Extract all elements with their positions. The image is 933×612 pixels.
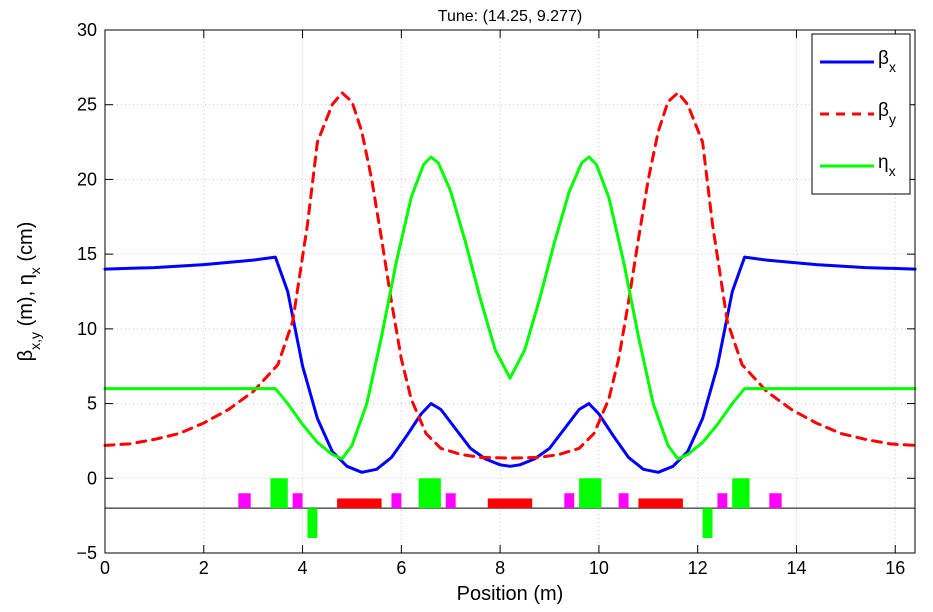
series-line-x [103, 255, 917, 474]
y-tick-label: 30 [77, 20, 97, 40]
lattice-elements [105, 478, 915, 539]
quadrupole-magnet [732, 478, 750, 509]
series-lines [103, 91, 917, 474]
sextupole-magnet [717, 493, 728, 509]
y-tick-label: −5 [76, 543, 97, 563]
y-axis-label: βx,y (m), ηx (cm) [15, 222, 43, 362]
y-tick-label: 0 [87, 468, 97, 488]
y-axis-label-subscript: x,y [27, 332, 43, 350]
y-tick-labels: −5 0 5 10 15 20 25 30 [76, 20, 97, 563]
legend-label-x: βx [878, 48, 896, 75]
sextupole-magnet [292, 493, 303, 509]
legend-label-y: βy [878, 100, 896, 127]
quadrupole-magnet [270, 478, 288, 509]
y-tick-label: 15 [77, 244, 97, 264]
x-tick-label: 16 [885, 558, 905, 578]
y-tick-label: 5 [87, 394, 97, 414]
quadrupole-magnet [702, 508, 713, 539]
sextupole-magnet [238, 493, 251, 509]
quadrupole-magnet [418, 478, 441, 509]
series-line-x [103, 155, 917, 461]
x-tick-label: 4 [298, 558, 308, 578]
sextupole-magnet [445, 493, 456, 509]
dipole-magnet [638, 498, 683, 509]
x-tick-label: 14 [786, 558, 806, 578]
series-line-y [103, 91, 917, 460]
dipole-magnet [337, 498, 382, 509]
quadrupole-magnet [307, 508, 318, 539]
sextupole-magnet [391, 493, 402, 509]
x-tick-label: 8 [495, 558, 505, 578]
y-axis-label-part: β [15, 350, 37, 362]
y-tick-label: 25 [77, 95, 97, 115]
y-axis-label-part: (m), η [15, 274, 37, 332]
x-tick-label: 12 [688, 558, 708, 578]
y-axis-label-subscript: x [27, 267, 43, 274]
x-tick-label: 2 [199, 558, 209, 578]
x-tick-label: 6 [396, 558, 406, 578]
sextupole-magnet [564, 493, 575, 509]
y-tick-label: 10 [77, 319, 97, 339]
sextupole-magnet [769, 493, 782, 509]
legend-label-x: ηx [878, 152, 896, 179]
dipole-magnet [487, 498, 533, 509]
x-tick-label: 0 [100, 558, 110, 578]
quadrupole-magnet [579, 478, 602, 509]
legend: βx βy ηx [811, 33, 911, 195]
chart-title: Tune: (14.25, 9.277) [438, 8, 582, 25]
x-tick-label: 10 [589, 558, 609, 578]
sextupole-magnet [618, 493, 629, 509]
y-axis-label-part: (cm) [15, 222, 37, 268]
x-axis-label: Position (m) [457, 583, 564, 605]
x-tick-labels: 0 2 4 6 8 10 12 14 16 [100, 558, 905, 578]
y-tick-label: 20 [77, 169, 97, 189]
plot-frame [104, 29, 916, 554]
